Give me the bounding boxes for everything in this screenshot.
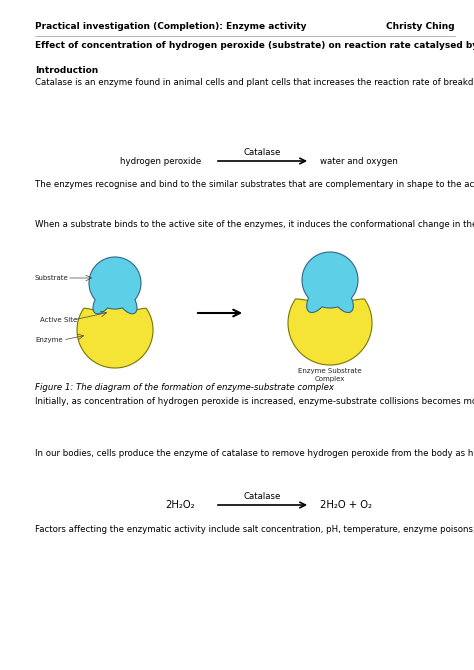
Text: Factors affecting the enzymatic activity include salt concentration, pH, tempera: Factors affecting the enzymatic activity…	[35, 525, 474, 534]
Text: Substrate: Substrate	[35, 275, 69, 281]
Text: Figure 1: The diagram of the formation of enzyme-substrate complex: Figure 1: The diagram of the formation o…	[35, 383, 334, 392]
Text: Enzyme Substrate
Complex: Enzyme Substrate Complex	[298, 368, 362, 381]
Text: water and oxygen: water and oxygen	[320, 157, 398, 165]
Text: 2H₂O + O₂: 2H₂O + O₂	[320, 500, 372, 510]
Text: Catalase is an enzyme found in animal cells and plant cells that increases the r: Catalase is an enzyme found in animal ce…	[35, 78, 474, 87]
Text: The enzymes recognise and bind to the similar substrates that are complementary : The enzymes recognise and bind to the si…	[35, 180, 474, 189]
Polygon shape	[77, 292, 153, 368]
Polygon shape	[302, 252, 358, 312]
Text: In our bodies, cells produce the enzyme of catalase to remove hydrogen peroxide : In our bodies, cells produce the enzyme …	[35, 449, 474, 458]
Text: Introduction: Introduction	[35, 66, 98, 75]
Text: hydrogen peroxide: hydrogen peroxide	[120, 157, 201, 165]
Text: Effect of concentration of hydrogen peroxide (substrate) on reaction rate cataly: Effect of concentration of hydrogen pero…	[35, 41, 474, 50]
Text: Enzyme: Enzyme	[35, 337, 63, 343]
Text: Christy Ching: Christy Ching	[386, 22, 455, 31]
Text: Initially, as concentration of hydrogen peroxide is increased, enzyme-substrate : Initially, as concentration of hydrogen …	[35, 397, 474, 406]
Text: Active Site: Active Site	[40, 317, 77, 323]
Text: Catalase: Catalase	[243, 492, 281, 501]
Text: When a substrate binds to the active site of the enzymes, it induces the conform: When a substrate binds to the active sit…	[35, 220, 474, 229]
Text: Catalase: Catalase	[243, 148, 281, 157]
Polygon shape	[288, 281, 372, 365]
Text: 2H₂O₂: 2H₂O₂	[165, 500, 195, 510]
Text: Practical investigation (Completion): Enzyme activity: Practical investigation (Completion): En…	[35, 22, 307, 31]
Polygon shape	[89, 257, 141, 314]
